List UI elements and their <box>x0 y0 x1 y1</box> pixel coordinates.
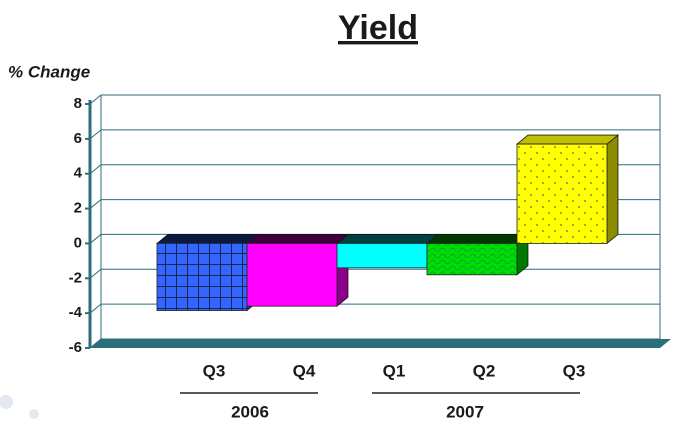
bar-top-shade <box>337 234 438 244</box>
x-tick-label: Q3 <box>203 361 226 380</box>
x-tick-label: Q2 <box>473 361 496 380</box>
y-tick-label: -4 <box>69 304 83 321</box>
group-label: 2006 <box>231 402 269 421</box>
bar-top-shade <box>157 234 258 244</box>
bar <box>336 243 428 269</box>
y-tick-label: -2 <box>69 269 82 286</box>
y-tick-label: 4 <box>74 165 83 182</box>
grid-line <box>89 303 660 314</box>
y-axis-label: % Change <box>8 62 90 81</box>
grid-line <box>89 94 660 105</box>
x-tick-label: Q1 <box>383 361 406 380</box>
bar-top-shade <box>517 135 618 145</box>
bar <box>426 243 518 276</box>
bar <box>156 243 248 311</box>
grid-line <box>89 164 660 175</box>
grid-line <box>89 129 660 140</box>
bar-side-shade <box>607 135 618 244</box>
bar-top-shade <box>247 234 348 244</box>
y-tick-label: 6 <box>74 130 82 147</box>
group-label: 2007 <box>446 402 484 421</box>
x-tick-label: Q4 <box>293 361 316 380</box>
grid-line <box>89 199 660 209</box>
decoration <box>0 395 13 409</box>
bar-top-shade <box>427 234 528 244</box>
y-tick-label: 8 <box>74 95 82 112</box>
y-tick-label: 0 <box>74 234 82 251</box>
chart-title: Yield <box>338 9 418 47</box>
bar <box>246 243 338 307</box>
y-tick-label: -6 <box>69 339 82 356</box>
bar <box>516 143 608 244</box>
bar-side-shade <box>517 234 528 275</box>
decoration <box>29 409 39 419</box>
floor <box>90 339 671 348</box>
x-tick-label: Q3 <box>563 361 586 380</box>
y-tick-label: 2 <box>74 200 82 217</box>
